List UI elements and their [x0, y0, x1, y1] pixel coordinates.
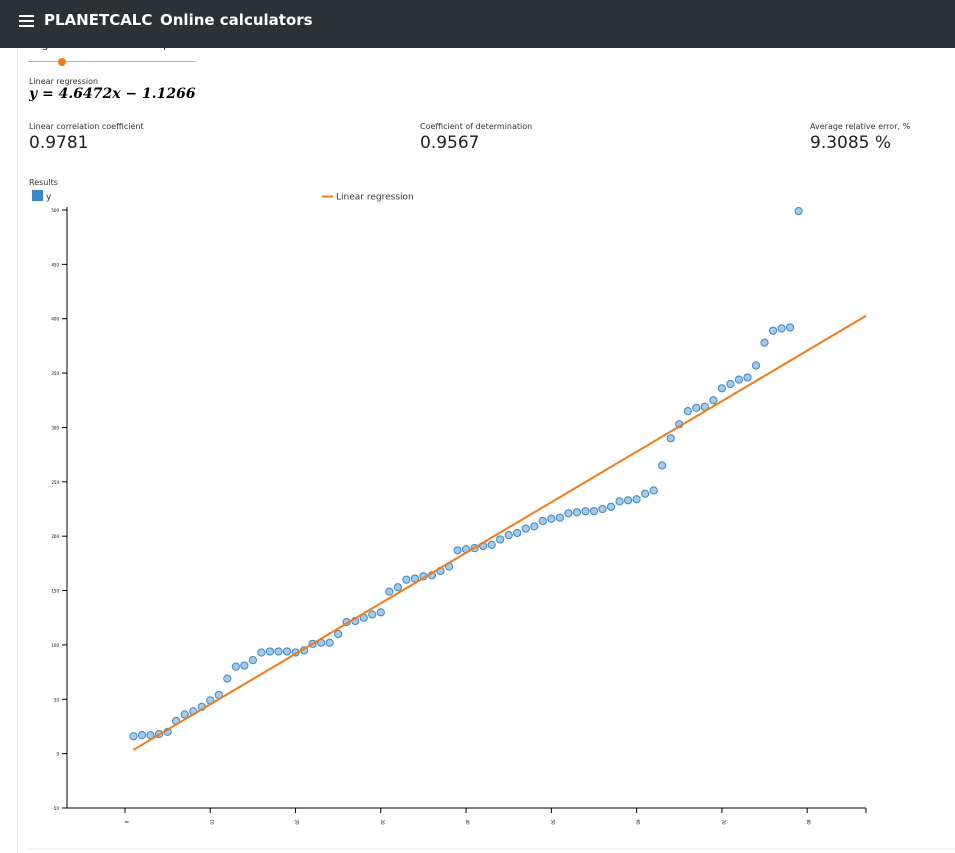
- point: [692, 403, 701, 412]
- point: [649, 486, 658, 495]
- point: [709, 396, 718, 405]
- point: [453, 546, 462, 555]
- point: [393, 583, 402, 592]
- y-tick-label: 450: [51, 262, 59, 267]
- point: [240, 661, 249, 670]
- point: [726, 379, 735, 389]
- point: [606, 502, 616, 511]
- stat-label: Coefficient of determination: [420, 122, 533, 131]
- point: [794, 206, 803, 216]
- x-tick-label: 70: [721, 819, 726, 825]
- point: [743, 373, 752, 382]
- point: [751, 361, 761, 370]
- point: [325, 638, 334, 647]
- y-tick-label: 300: [51, 425, 59, 430]
- point: [376, 608, 385, 617]
- point: [496, 535, 505, 544]
- point: [666, 434, 675, 443]
- y-tick-label: 250: [51, 480, 59, 485]
- point: [734, 375, 744, 384]
- point: [334, 629, 343, 639]
- point: [658, 461, 667, 470]
- x-tick-label: 20: [295, 819, 300, 825]
- legend-label: y: [46, 193, 52, 203]
- point: [581, 507, 590, 516]
- x-tick-label: 50: [550, 819, 555, 825]
- stat-value: 0.9781: [29, 133, 89, 153]
- point: [504, 530, 513, 540]
- y-tick-label: 100: [51, 643, 59, 648]
- point: [786, 323, 795, 332]
- point: [572, 508, 582, 517]
- point: [231, 662, 240, 671]
- stat-label: Average relative error, %: [810, 122, 911, 131]
- point: [137, 731, 147, 740]
- point: [180, 710, 189, 719]
- point: [385, 587, 394, 596]
- point: [487, 540, 496, 549]
- point: [760, 338, 769, 347]
- point: [265, 647, 275, 656]
- menu-icon[interactable]: [19, 15, 34, 30]
- point: [129, 732, 138, 741]
- point: [641, 489, 650, 498]
- point: [683, 407, 692, 416]
- x-tick-label: 80: [806, 819, 811, 825]
- stat-value: 9.3085 %: [810, 133, 892, 153]
- y-tick-label: 50: [54, 697, 60, 702]
- legend-swatch: [32, 190, 43, 201]
- point: [248, 656, 257, 665]
- formula-label: Linear regression: [29, 77, 99, 86]
- regression-line: [133, 314, 867, 751]
- point: [555, 513, 564, 522]
- point: [564, 509, 573, 518]
- point: [623, 496, 633, 505]
- y-tick-label: -50: [52, 806, 59, 811]
- divider: [17, 48, 18, 853]
- slider-track[interactable]: [28, 61, 195, 62]
- point: [768, 326, 778, 335]
- point: [402, 575, 411, 584]
- x-tick-label: 60: [636, 819, 641, 825]
- point: [223, 674, 232, 683]
- x-tick-label: 40: [465, 819, 470, 825]
- stat-label: Linear correlation coefficient: [29, 122, 144, 131]
- point: [777, 324, 786, 333]
- stat-value: 0.9567: [420, 133, 480, 153]
- y-tick-label: 0: [56, 752, 59, 757]
- y-tick-label: 150: [51, 589, 59, 594]
- x-tick-label: 0: [124, 821, 129, 824]
- y-tick-label: 200: [51, 534, 59, 539]
- point: [598, 504, 607, 514]
- header: PLANETCALC Online calculators: [0, 0, 955, 48]
- brand[interactable]: PLANETCALC: [44, 11, 153, 29]
- x-tick-label: 30: [380, 819, 385, 825]
- point: [530, 522, 539, 531]
- point: [632, 495, 641, 504]
- y-tick-label: 350: [51, 371, 59, 376]
- y-tick-label: 400: [51, 317, 59, 322]
- slider-thumb[interactable]: [58, 58, 66, 66]
- point: [521, 524, 530, 533]
- formula: y = 4.6472x − 1.1266: [29, 86, 196, 102]
- x-tick-label: 10: [209, 819, 214, 825]
- y-tick-label: 500: [51, 208, 59, 213]
- point: [538, 516, 547, 526]
- results-label: Results: [29, 178, 58, 187]
- point: [589, 507, 599, 516]
- point: [257, 648, 266, 657]
- point: [513, 528, 522, 538]
- point: [368, 610, 377, 619]
- point: [547, 514, 556, 523]
- point: [274, 647, 283, 656]
- point: [615, 497, 624, 506]
- subtitle[interactable]: Online calculators: [160, 11, 313, 29]
- legend-label: Linear regression: [336, 193, 414, 203]
- point: [282, 647, 292, 656]
- point: [717, 384, 726, 393]
